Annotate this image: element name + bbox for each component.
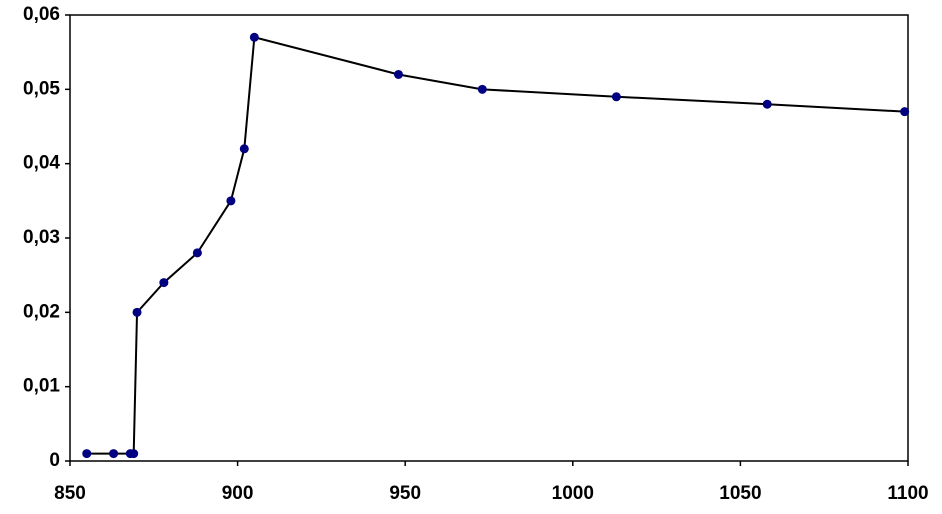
data-point — [129, 449, 139, 459]
data-line — [86, 36, 905, 455]
plot-frame — [69, 14, 909, 462]
data-point — [226, 196, 236, 206]
data-point — [159, 278, 169, 288]
data-point — [109, 449, 119, 459]
y-tick-label: 0 — [49, 450, 60, 471]
data-point — [900, 107, 910, 117]
x-tick-label: 850 — [54, 483, 86, 504]
y-tick-label: 0,06 — [23, 4, 60, 25]
x-tick-label: 1000 — [552, 483, 594, 504]
data-point — [611, 92, 621, 102]
data-point — [82, 449, 92, 459]
x-tick-label: 1100 — [887, 483, 928, 504]
data-point — [249, 32, 259, 42]
x-tick-label: 900 — [222, 483, 254, 504]
data-point — [192, 248, 202, 258]
data-point — [132, 307, 142, 317]
y-tick-label: 0,01 — [23, 376, 60, 397]
x-tick-label: 950 — [389, 483, 421, 504]
data-point — [239, 144, 249, 154]
data-point — [477, 84, 487, 94]
data-point — [393, 69, 403, 79]
y-tick-label: 0,04 — [23, 153, 60, 174]
y-tick-label: 0,03 — [23, 227, 60, 248]
y-tick-label: 0,02 — [23, 301, 60, 322]
x-tick-label: 1050 — [719, 483, 761, 504]
data-point — [762, 99, 772, 109]
y-tick-label: 0,05 — [23, 78, 60, 99]
